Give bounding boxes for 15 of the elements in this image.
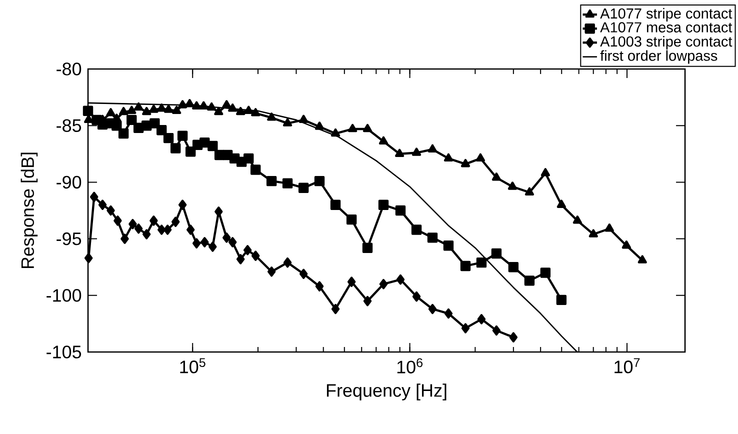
y-axis-title: Response [dB] [20, 152, 38, 268]
x-tick-label: 10$^{7}$ [614, 358, 640, 374]
y-tick-label: -85 [56, 119, 82, 132]
legend-label: A1003 stripe contact [600, 36, 732, 50]
x-tick-label: 10$^{5}$ [180, 358, 206, 374]
y-tick-label: -80 [56, 62, 82, 76]
legend-label: first order lowpass [600, 50, 718, 64]
x-tick-label: 10$^{6}$ [397, 358, 423, 374]
legend-label: A1077 stripe contact [600, 8, 732, 22]
x-axis-title: Frequency [Hz] [326, 384, 446, 400]
legend-label: A1077 mesa contact [600, 22, 732, 32]
y-tick-label: -105 [46, 346, 82, 358]
y-tick-label: -90 [56, 176, 82, 189]
y-tick-label: -95 [56, 232, 82, 246]
y-tick-label: -100 [46, 289, 82, 302]
